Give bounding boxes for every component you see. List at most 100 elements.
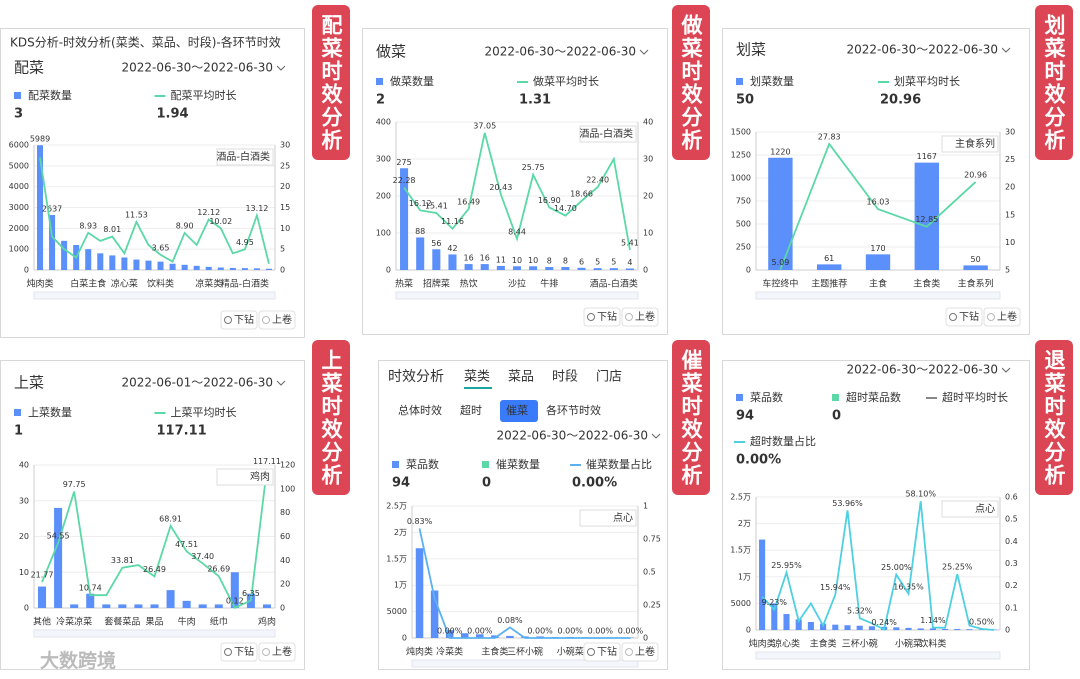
button-label[interactable]: 上卷 xyxy=(272,645,292,658)
x-tick-label: 精品-白酒类 xyxy=(221,278,269,290)
x-tick-label: 炖肉类 xyxy=(749,638,776,650)
legend-marker xyxy=(736,78,743,85)
line xyxy=(761,501,994,631)
line-label: 0.00% xyxy=(557,627,583,636)
button-label[interactable]: 上卷 xyxy=(272,313,292,326)
y2-tick-label: 0.2 xyxy=(1005,581,1018,590)
button-label[interactable]: 下钻 xyxy=(234,645,254,658)
x-tick-label: 小碗菜 xyxy=(895,638,922,650)
date-range[interactable]: 2022-06-30～2022-06-30 xyxy=(497,429,648,443)
line-label: 5.09 xyxy=(771,258,789,267)
metric-name: 配菜数量 xyxy=(28,89,72,102)
y2-tick-label: 15 xyxy=(1005,210,1015,219)
bar xyxy=(625,268,634,270)
bar xyxy=(86,593,95,608)
subtab[interactable]: 催菜 xyxy=(506,403,528,417)
y-tick-label: 400 xyxy=(376,118,391,127)
y-tick-label: 1.5万 xyxy=(386,554,407,563)
y-tick-label: 250 xyxy=(736,243,751,252)
y2-tick-label: 1 xyxy=(643,502,648,511)
line-label: 16.12 xyxy=(409,199,432,208)
panel xyxy=(0,28,305,338)
y2-tick-label: 0.4 xyxy=(1005,537,1018,546)
button-label[interactable]: 下钻 xyxy=(959,310,979,323)
button[interactable] xyxy=(983,307,1021,327)
y2-tick-label: 30 xyxy=(1005,128,1015,137)
dropdown-icon xyxy=(1001,367,1011,373)
x-tick-label: 主食系列 xyxy=(958,278,994,290)
date-range[interactable]: 2022-06-01～2022-06-30 xyxy=(122,376,273,390)
bar xyxy=(265,268,272,270)
bar-label: 42 xyxy=(447,244,457,253)
button-label[interactable]: 上卷 xyxy=(635,310,655,323)
hover-label: 鸡肉 xyxy=(250,470,270,483)
section-tag: 催菜时效分析 xyxy=(672,340,710,495)
bar xyxy=(193,265,200,270)
button[interactable] xyxy=(220,642,258,662)
button-icon xyxy=(949,313,957,321)
line-label: 58.10% xyxy=(905,490,936,499)
bar xyxy=(38,586,47,608)
button[interactable] xyxy=(621,307,659,327)
metric-name: 上菜平均时长 xyxy=(171,406,237,419)
panel-title: 做菜 xyxy=(376,43,406,61)
bar xyxy=(134,604,143,608)
tab[interactable]: 门店 xyxy=(596,370,622,385)
line-label: 26.49 xyxy=(143,565,166,574)
tab[interactable]: 时段 xyxy=(552,370,578,385)
button[interactable] xyxy=(621,642,659,662)
y-tick-label: 0 xyxy=(24,266,29,275)
section-tag: 配菜时效分析 xyxy=(312,5,350,160)
button[interactable] xyxy=(258,310,296,330)
tab[interactable]: 菜品 xyxy=(508,370,534,385)
x-tick-label: 冷菜凉菜 xyxy=(56,616,92,628)
button-label[interactable]: 上卷 xyxy=(997,310,1017,323)
line-label: 68.91 xyxy=(159,514,182,523)
date-range[interactable]: 2022-06-30～2022-06-30 xyxy=(847,43,998,57)
y2-tick-label: 0 xyxy=(643,266,648,275)
dropdown-icon xyxy=(276,380,286,386)
subtab[interactable]: 各环节时效 xyxy=(546,403,601,417)
button-label[interactable]: 下钻 xyxy=(597,310,617,323)
button-label[interactable]: 下钻 xyxy=(597,645,617,658)
line-label: 20.96 xyxy=(964,170,987,179)
x-tick-label: 酒品-白酒类 xyxy=(590,278,638,290)
bar xyxy=(460,633,469,638)
panel-title: 上菜 xyxy=(14,374,44,392)
button[interactable] xyxy=(258,642,296,662)
button-label[interactable]: 上卷 xyxy=(635,645,655,658)
metric-value: 1 xyxy=(14,424,23,439)
x-tick-label: 主食类 xyxy=(913,278,940,290)
line-label: 97.75 xyxy=(63,480,86,489)
y-tick-label: 2万 xyxy=(394,528,407,537)
bar xyxy=(70,604,79,608)
button-label[interactable]: 下钻 xyxy=(234,313,254,326)
button[interactable] xyxy=(583,307,621,327)
bar xyxy=(85,249,92,270)
tab[interactable]: 菜类 xyxy=(464,370,490,385)
y-tick-label: 2万 xyxy=(738,519,751,528)
bar-label: 16 xyxy=(480,254,490,263)
hover-label: 主食系列 xyxy=(955,137,995,150)
y-tick-label: 30 xyxy=(19,496,29,505)
y-tick-label: 1500 xyxy=(731,128,751,137)
date-range[interactable]: 2022-06-30～2022-06-30 xyxy=(122,61,273,75)
zoom-slider xyxy=(33,629,276,638)
x-tick-label: 饮料类 xyxy=(919,638,946,650)
tab[interactable]: 时效分析 xyxy=(388,369,444,385)
subtab[interactable]: 总体时效 xyxy=(398,403,442,417)
button[interactable] xyxy=(220,310,258,330)
y-tick-label: 1250 xyxy=(731,151,751,160)
date-range[interactable]: 2022-06-30～2022-06-30 xyxy=(485,45,636,59)
y-tick-label: 500 xyxy=(736,220,751,229)
bar xyxy=(942,628,949,630)
bar-label: 8 xyxy=(563,257,568,266)
button[interactable] xyxy=(945,307,983,327)
x-tick-label: 冷菜类 xyxy=(436,646,463,658)
y2-tick-label: 0.25 xyxy=(643,601,661,610)
date-range[interactable]: 2022-06-30～2022-06-30 xyxy=(847,363,998,377)
subtab[interactable]: 超时 xyxy=(460,403,482,417)
button[interactable] xyxy=(583,642,621,662)
y-tick-label: 6000 xyxy=(9,141,29,150)
y-tick-label: 0 xyxy=(24,604,29,613)
